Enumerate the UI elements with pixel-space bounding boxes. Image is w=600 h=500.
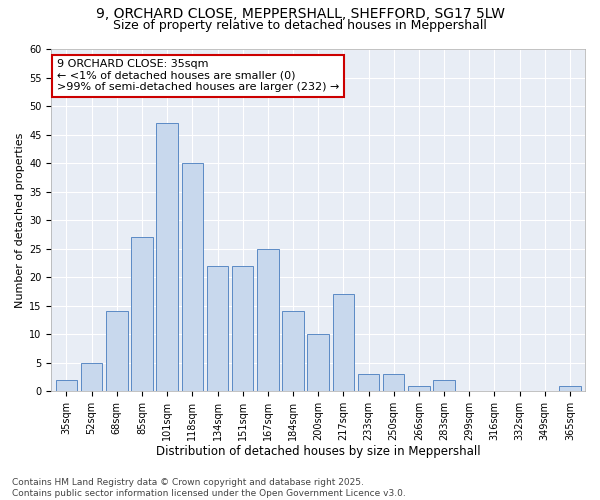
- Bar: [408, 386, 430, 391]
- Bar: [232, 266, 253, 391]
- Bar: [81, 362, 103, 391]
- Bar: [56, 380, 77, 391]
- Bar: [332, 294, 354, 391]
- Text: 9 ORCHARD CLOSE: 35sqm
← <1% of detached houses are smaller (0)
>99% of semi-det: 9 ORCHARD CLOSE: 35sqm ← <1% of detached…: [57, 60, 339, 92]
- Bar: [182, 163, 203, 391]
- Bar: [157, 123, 178, 391]
- Text: Size of property relative to detached houses in Meppershall: Size of property relative to detached ho…: [113, 19, 487, 32]
- Bar: [257, 248, 278, 391]
- Y-axis label: Number of detached properties: Number of detached properties: [15, 132, 25, 308]
- Text: Contains HM Land Registry data © Crown copyright and database right 2025.
Contai: Contains HM Land Registry data © Crown c…: [12, 478, 406, 498]
- Bar: [207, 266, 228, 391]
- Bar: [358, 374, 379, 391]
- Bar: [131, 237, 152, 391]
- Bar: [307, 334, 329, 391]
- X-axis label: Distribution of detached houses by size in Meppershall: Distribution of detached houses by size …: [156, 444, 481, 458]
- Bar: [383, 374, 404, 391]
- Bar: [283, 312, 304, 391]
- Bar: [106, 312, 128, 391]
- Text: 9, ORCHARD CLOSE, MEPPERSHALL, SHEFFORD, SG17 5LW: 9, ORCHARD CLOSE, MEPPERSHALL, SHEFFORD,…: [95, 8, 505, 22]
- Bar: [433, 380, 455, 391]
- Bar: [559, 386, 581, 391]
